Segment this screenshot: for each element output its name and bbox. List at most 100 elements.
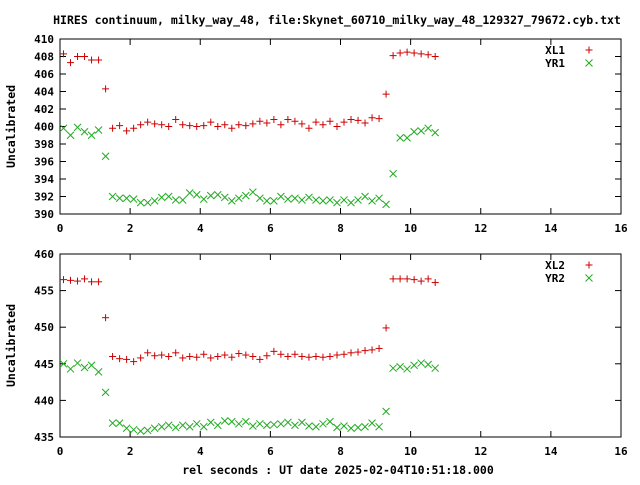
data-point-yr2 (284, 418, 292, 427)
data-point-xl1 (137, 121, 145, 129)
data-point-xl1 (277, 121, 285, 129)
data-point-yr1 (340, 196, 348, 204)
data-point-xl2 (249, 352, 257, 360)
data-point-yr2 (424, 360, 433, 369)
data-point-yr2 (368, 419, 376, 427)
data-point-xl2 (60, 276, 68, 284)
data-point-yr1 (382, 200, 390, 209)
data-point-xl2 (242, 351, 250, 359)
data-point-yr1 (241, 191, 250, 200)
data-point-xl1 (298, 120, 306, 128)
data-point-yr1 (234, 194, 243, 203)
data-point-xl2 (130, 358, 138, 366)
data-point-yr2 (157, 422, 166, 431)
data-point-xl1 (382, 90, 390, 98)
legend-marker (585, 274, 593, 282)
data-point-yr2 (178, 421, 187, 430)
data-point-xl2 (67, 276, 75, 284)
data-point-xl2 (382, 324, 390, 332)
data-point-xl2 (410, 276, 418, 284)
data-point-yr2 (396, 362, 404, 371)
y-tick-label: 408 (34, 51, 54, 64)
data-point-xl1 (207, 118, 215, 126)
data-point-yr1 (361, 192, 369, 201)
x-tick-label: 10 (404, 445, 417, 458)
legend-marker (585, 59, 593, 67)
data-point-yr2 (164, 421, 173, 430)
data-point-yr2 (319, 419, 327, 428)
data-point-yr2 (234, 419, 243, 428)
legend-label-yr2: YR2 (545, 272, 565, 285)
data-point-xl2 (221, 351, 229, 359)
data-point-yr2 (101, 388, 110, 397)
x-tick-label: 6 (267, 222, 274, 235)
y-axis-label: Uncalibrated (4, 85, 18, 168)
plot-frame (59, 38, 622, 215)
data-point-yr1 (73, 123, 82, 132)
data-point-yr2 (73, 359, 82, 367)
data-point-xl2 (431, 279, 439, 287)
data-point-yr1 (206, 191, 215, 200)
data-point-yr1 (368, 197, 376, 205)
data-point-yr2 (333, 423, 341, 432)
data-point-yr2 (87, 361, 96, 370)
data-point-xl2 (263, 352, 271, 360)
data-point-yr1 (417, 127, 425, 135)
data-point-xl2 (389, 275, 397, 283)
data-point-yr2 (150, 424, 159, 433)
legend-label-xl2: XL2 (545, 259, 565, 272)
data-point-yr1 (424, 124, 433, 133)
data-point-yr1 (396, 134, 404, 142)
data-point-xl1 (88, 56, 96, 64)
chart-title: HIRES continuum, milky_way_48, file:Skyn… (53, 13, 621, 28)
data-point-yr1 (333, 198, 341, 207)
data-point-yr1 (136, 198, 145, 207)
x-tick-label: 8 (337, 445, 344, 458)
data-point-xl2 (102, 314, 110, 322)
x-axis-label: rel seconds : UT date 2025-02-04T10:51:1… (182, 463, 494, 477)
data-point-xl2 (144, 349, 152, 357)
y-tick-label: 404 (34, 86, 54, 99)
y-axis-label: Uncalibrated (4, 304, 18, 387)
data-point-xl2 (305, 353, 313, 361)
data-point-yr2 (270, 420, 278, 429)
data-point-yr1 (80, 127, 89, 136)
data-point-yr2 (185, 422, 194, 431)
data-point-xl1 (403, 48, 411, 56)
data-point-xl1 (193, 123, 201, 130)
data-point-yr2 (375, 422, 383, 431)
data-point-xl2 (368, 346, 376, 354)
legend-label-yr1: YR1 (545, 57, 565, 70)
data-point-yr1 (256, 194, 264, 203)
data-point-yr2 (291, 421, 299, 430)
data-point-yr1 (185, 189, 194, 197)
data-point-xl1 (123, 127, 131, 135)
x-tick-label: 12 (474, 445, 487, 458)
data-point-xl2 (396, 275, 404, 283)
data-point-xl1 (340, 118, 348, 126)
data-point-xl1 (235, 121, 243, 129)
data-point-xl1 (116, 122, 124, 130)
data-point-yr2 (347, 424, 355, 433)
data-point-yr2 (410, 361, 418, 370)
data-point-xl2 (298, 352, 306, 360)
data-point-xl1 (312, 118, 320, 126)
data-point-xl1 (200, 122, 208, 130)
data-point-xl2 (270, 347, 278, 355)
data-point-xl2 (109, 352, 117, 360)
data-point-yr2 (263, 421, 271, 430)
data-point-xl2 (207, 354, 215, 362)
data-point-yr1 (59, 124, 68, 133)
data-point-yr1 (312, 196, 320, 204)
x-tick-label: 2 (127, 222, 134, 235)
data-point-xl2 (137, 354, 145, 362)
data-point-yr1 (227, 197, 236, 205)
data-point-xl1 (375, 115, 383, 123)
data-point-yr2 (136, 427, 145, 435)
data-point-xl2 (256, 355, 264, 363)
data-point-xl2 (193, 353, 201, 361)
data-point-yr2 (94, 367, 103, 376)
data-point-yr2 (199, 422, 208, 431)
data-point-xl2 (158, 351, 166, 359)
